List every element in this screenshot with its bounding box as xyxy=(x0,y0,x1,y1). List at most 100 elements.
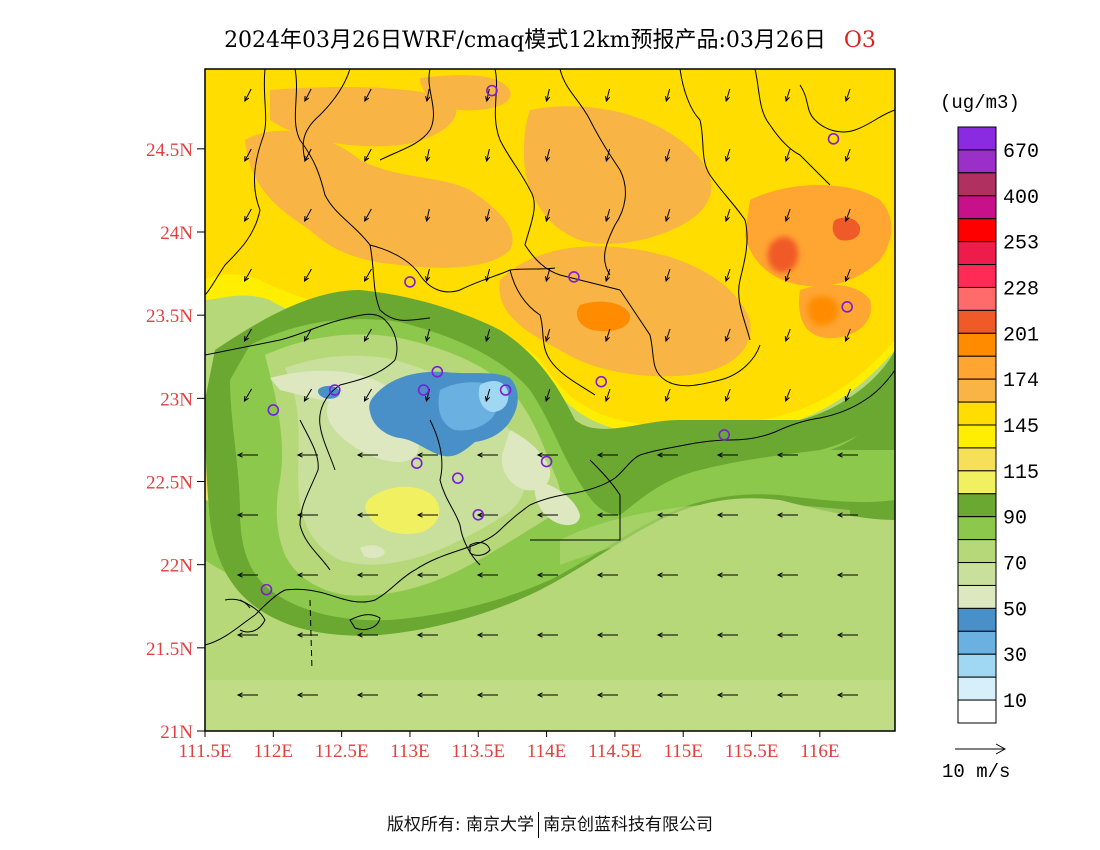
wind-arrowhead xyxy=(476,512,483,518)
wind-arrow xyxy=(364,148,372,162)
wind-arrowhead xyxy=(244,95,250,103)
wind-arrowhead xyxy=(356,692,363,698)
wind-arrowhead xyxy=(596,692,603,698)
wind-arrowhead xyxy=(304,95,310,103)
boundary-lines xyxy=(205,69,895,671)
station-marker xyxy=(499,384,512,396)
colorbar-label: 228 xyxy=(1003,278,1039,301)
wind-arrowhead xyxy=(656,632,663,638)
wind-arrow xyxy=(725,148,731,162)
colorbar-label: 10 xyxy=(1003,691,1027,714)
wind-arrowhead xyxy=(604,275,610,283)
wind-arrowhead xyxy=(844,95,850,103)
wind-arrowhead xyxy=(536,632,543,638)
wind-arrowhead xyxy=(416,692,423,698)
lat-tick-label: 23.5N xyxy=(146,306,193,327)
wind-arrow xyxy=(426,268,430,282)
colorbar-segment xyxy=(957,653,997,678)
wind-arrowhead xyxy=(836,692,843,698)
colorbar-segment xyxy=(957,264,997,288)
colorbar-label: 115 xyxy=(1003,462,1039,485)
wind-arrowhead xyxy=(776,572,783,578)
wind-arrowhead xyxy=(536,512,543,518)
wind-arrow xyxy=(605,208,611,222)
wind-arrowhead xyxy=(604,335,610,343)
wind-arrowhead xyxy=(656,692,663,698)
wind-arrowhead xyxy=(776,632,783,638)
wind-arrow xyxy=(546,88,550,102)
station-marker xyxy=(329,384,341,396)
colorbar-label: 670 xyxy=(1003,141,1039,164)
wind-arrowhead xyxy=(303,395,309,402)
wind-arrowhead xyxy=(484,335,491,343)
wind-arrowhead xyxy=(424,395,431,403)
wind-arrowhead xyxy=(296,632,303,638)
wind-arrowhead xyxy=(604,215,610,223)
station-marker xyxy=(410,457,423,470)
station-marker xyxy=(827,133,840,145)
colorbar-segment xyxy=(957,539,997,564)
colorbar-segment xyxy=(957,470,997,495)
wind-arrowhead xyxy=(656,512,663,518)
wind-arrowhead xyxy=(536,572,543,578)
wind-arrowhead xyxy=(356,572,363,578)
lat-tick-label: 24.5N xyxy=(146,140,193,161)
station-marker xyxy=(260,583,273,596)
wind-arrowhead xyxy=(716,572,723,578)
wind-arrowhead xyxy=(236,452,243,458)
wind-arrowhead xyxy=(836,452,843,458)
colorbar-segment xyxy=(957,630,997,655)
wind-legend-label: 10 m/s xyxy=(942,761,1010,783)
colorbar-label: 70 xyxy=(1003,554,1027,577)
wind-arrowhead xyxy=(544,215,551,223)
colorbar-segment xyxy=(957,241,997,266)
colorbar-label: 90 xyxy=(1003,508,1027,531)
wind-arrowhead xyxy=(656,452,663,458)
station-marker xyxy=(267,404,280,416)
wind-arrowhead xyxy=(485,156,491,163)
wind-arrowhead xyxy=(716,632,723,638)
wind-arrowhead xyxy=(776,512,783,518)
wind-arrow xyxy=(845,388,851,402)
wind-arrowhead xyxy=(724,275,730,283)
wind-arrowhead xyxy=(303,275,309,282)
wind-arrow xyxy=(244,208,252,222)
wind-arrow xyxy=(725,388,731,402)
wind-arrowhead xyxy=(364,155,370,163)
wind-arrow xyxy=(426,88,430,102)
station-marker xyxy=(568,271,580,283)
lon-tick-label: 112E xyxy=(254,741,293,762)
colorbar-label: 50 xyxy=(1003,599,1027,622)
wind-arrow xyxy=(486,208,490,222)
wind-arrowhead xyxy=(844,335,850,343)
colorbar-unit: (ug/m3) xyxy=(940,92,1020,114)
wind-arrow xyxy=(605,268,611,282)
wind-arrowhead xyxy=(784,395,790,403)
wind-arrow xyxy=(785,88,791,102)
lat-tick-label: 22N xyxy=(160,556,193,577)
wind-arrow xyxy=(845,148,851,162)
colorbar-segment xyxy=(957,332,997,357)
wind-arrowhead xyxy=(243,275,249,282)
wind-arrow xyxy=(426,208,430,222)
lat-tick-label: 21N xyxy=(160,722,193,743)
footer-right: 南京创蓝科技有限公司 xyxy=(543,815,714,835)
wind-arrowhead xyxy=(484,395,490,403)
lat-tick-label: 22.5N xyxy=(146,473,193,494)
wind-arrow xyxy=(485,388,491,402)
wind-arrowhead xyxy=(596,632,603,638)
wind-arrow xyxy=(545,328,551,342)
colorbar-segment xyxy=(957,562,997,586)
wind-arrowhead xyxy=(844,215,850,223)
wind-arrow xyxy=(304,388,312,402)
wind-arrow xyxy=(665,148,671,162)
wind-arrowhead xyxy=(544,156,551,163)
wind-arrowhead xyxy=(604,95,611,103)
wind-arrow xyxy=(304,328,312,342)
lat-tick-label: 21.5N xyxy=(146,639,193,660)
wind-arrowhead xyxy=(836,632,843,638)
wind-arrowhead xyxy=(784,155,790,163)
wind-arrowhead xyxy=(236,632,243,638)
wind-arrowhead xyxy=(425,96,431,103)
